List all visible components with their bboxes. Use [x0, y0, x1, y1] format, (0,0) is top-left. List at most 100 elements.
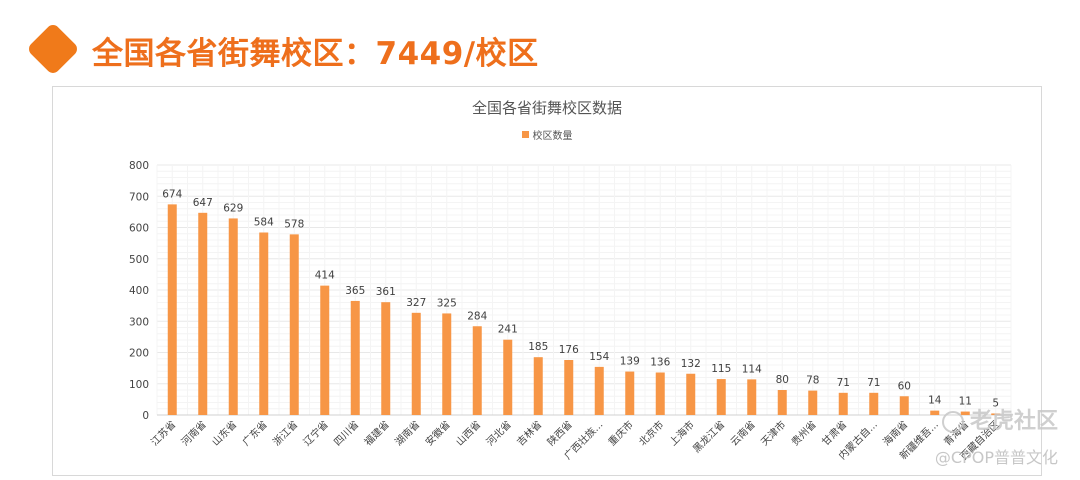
data-label: 11	[959, 396, 972, 408]
x-tick-label: 天津市	[758, 418, 788, 448]
data-label: 629	[223, 202, 243, 214]
bar	[289, 234, 299, 415]
bar	[747, 379, 757, 415]
x-tick-label: 浙江省	[270, 418, 300, 448]
x-tick-label: 重庆市	[605, 418, 635, 448]
x-tick-label: 山西省	[453, 418, 483, 448]
x-tick-label: 河北省	[483, 418, 513, 448]
bar	[594, 366, 604, 415]
y-tick-label: 600	[129, 223, 149, 235]
data-label: 584	[254, 217, 274, 229]
x-tick-label: 广东省	[239, 418, 269, 448]
x-tick-label: 四川省	[331, 418, 361, 448]
watermark-brand: 老虎社区	[969, 409, 1058, 434]
bar	[259, 232, 269, 415]
data-label: 647	[193, 197, 213, 209]
bar	[777, 390, 787, 415]
data-label: 5	[992, 397, 999, 409]
legend-label: 校区数量	[532, 131, 573, 142]
x-tick-label: 贵州省	[788, 418, 818, 448]
chart-panel: 全国各省街舞校区数据 校区数量 0 100 200 300 400 500 600 700 80…	[52, 86, 1042, 476]
bar	[198, 212, 208, 415]
page-title: 全国各省街舞校区：7449/校区	[92, 36, 539, 72]
x-tick-label: 江苏省	[148, 418, 178, 448]
x-tick-label: 甘肃省	[819, 418, 849, 448]
y-tick-label: 300	[129, 316, 149, 328]
data-label: 241	[498, 324, 518, 336]
bar	[869, 392, 879, 415]
data-label: 674	[162, 188, 182, 200]
bar	[838, 392, 848, 415]
data-label: 361	[376, 286, 396, 298]
data-label: 327	[406, 297, 426, 309]
bar	[960, 411, 970, 415]
data-label: 78	[806, 375, 819, 387]
x-tick-label: 吉林省	[514, 418, 544, 448]
bar	[991, 413, 1001, 415]
x-tick-label: 云南省	[727, 418, 757, 448]
bar	[930, 410, 940, 415]
bar	[472, 326, 482, 415]
x-tick-label: 北京市	[636, 418, 666, 448]
x-tick-label: 黑龙江省	[690, 418, 727, 455]
data-label: 325	[437, 297, 457, 309]
bar	[503, 339, 513, 415]
bar	[655, 372, 665, 415]
y-tick-label: 500	[129, 254, 149, 266]
bar-chart-plot: 0 100 200 300 400 500 600 700 800 674 江苏省 647 河南省 629…	[129, 160, 1012, 462]
data-label: 71	[837, 377, 850, 389]
bar	[350, 300, 360, 415]
bar	[381, 302, 391, 415]
x-tick-label: 湖南省	[392, 418, 422, 448]
data-label: 365	[345, 285, 365, 297]
y-tick-label: 800	[129, 160, 149, 172]
data-label: 154	[589, 351, 609, 363]
chart-legend: 校区数量	[53, 127, 1041, 142]
y-tick-label: 400	[129, 285, 149, 297]
header-diamond-icon	[26, 22, 80, 76]
data-label: 14	[928, 395, 942, 407]
data-label: 284	[467, 310, 487, 322]
data-label: 414	[315, 270, 335, 282]
bar	[320, 285, 330, 415]
bar	[167, 204, 177, 415]
data-label: 114	[742, 363, 762, 375]
x-tick-label: 安徽省	[422, 418, 452, 448]
chart-title: 全国各省街舞校区数据	[471, 99, 622, 117]
legend-swatch	[521, 131, 529, 138]
data-label: 185	[528, 341, 548, 353]
data-label: 60	[898, 380, 911, 392]
x-tick-label: 福建省	[361, 418, 391, 448]
bar	[716, 379, 726, 415]
bar	[808, 390, 818, 415]
bar	[899, 396, 909, 415]
data-label: 80	[776, 374, 789, 386]
data-label: 115	[711, 363, 731, 375]
y-tick-label: 200	[129, 348, 149, 360]
y-tick-label: 700	[129, 191, 149, 203]
bar	[411, 312, 421, 415]
x-tick-label: 上海市	[666, 418, 696, 448]
x-tick-label: 河南省	[178, 418, 208, 448]
y-tick-label: 100	[129, 379, 149, 391]
watermark: 老虎社区	[941, 403, 1058, 435]
bar	[228, 218, 238, 415]
bar	[686, 373, 696, 415]
watermark-sub: @CPOP普普文化	[934, 448, 1058, 467]
data-label: 139	[620, 356, 640, 368]
data-label: 136	[650, 357, 670, 369]
bar	[625, 371, 635, 415]
x-tick-label: 辽宁省	[300, 418, 330, 448]
y-tick-label: 0	[142, 410, 149, 422]
x-tick-label: 陕西省	[544, 418, 574, 448]
bar	[533, 357, 543, 415]
bar	[442, 313, 452, 415]
data-label: 176	[559, 344, 579, 356]
bar	[564, 360, 574, 415]
x-tick-label: 山东省	[209, 418, 239, 448]
x-tick-label: 海南省	[880, 418, 910, 448]
data-label: 71	[867, 377, 880, 389]
watermark-logo-icon	[941, 411, 964, 433]
data-label: 132	[681, 358, 701, 370]
data-label: 578	[284, 218, 304, 230]
